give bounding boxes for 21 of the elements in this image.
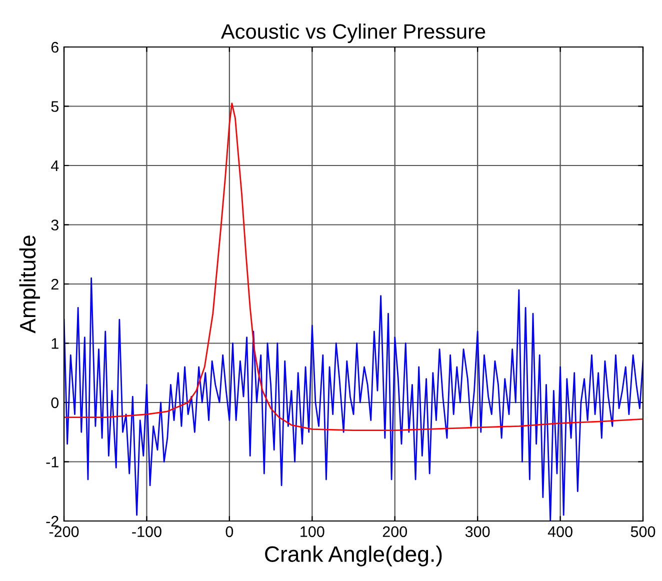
- y-tick-label: -2: [46, 516, 58, 527]
- chart-title: Acoustic vs Cyliner Pressure: [220, 24, 486, 43]
- x-tick-label: -100: [132, 526, 162, 538]
- x-tick-label: 400: [548, 526, 572, 538]
- x-tick-label: 0: [226, 526, 234, 538]
- x-tick-label: 500: [630, 526, 656, 538]
- y-tick-label: 2: [51, 278, 58, 290]
- x-tick-label: 200: [382, 526, 408, 538]
- y-tick-label: 3: [51, 220, 58, 230]
- y-tick-label: -1: [46, 456, 58, 468]
- y-tick-label: 1: [52, 338, 58, 349]
- x-tick-label: 300: [465, 526, 490, 538]
- y-tick-label: 5: [51, 101, 58, 112]
- y-axis-title: Amplitude: [19, 236, 40, 334]
- x-tick-label: 100: [300, 526, 324, 538]
- y-tick-label: 6: [51, 42, 58, 53]
- y-tick-label: 0: [51, 397, 59, 408]
- line-series: [64, 102, 643, 432]
- y-tick-label: 4: [50, 160, 59, 172]
- x-tick-label: -200: [49, 526, 79, 538]
- x-axis-title: Crank Angle(deg.): [265, 546, 442, 566]
